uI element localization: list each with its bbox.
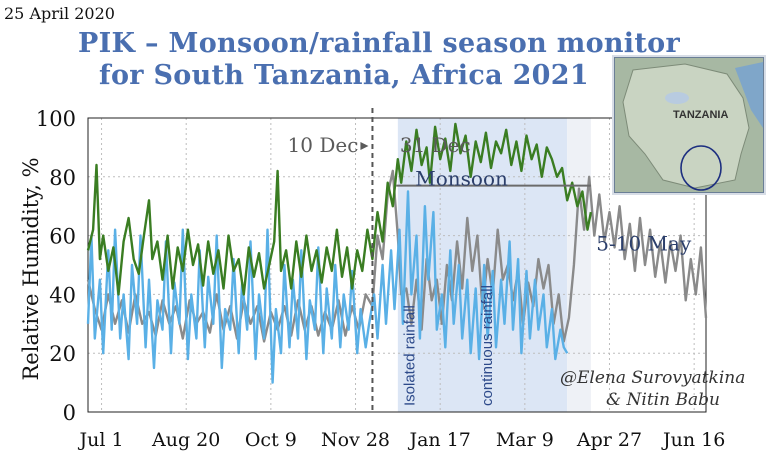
credit-line-1: @Elena Surovyatkina: [560, 368, 746, 388]
y-tick-label: 20: [49, 342, 76, 366]
chart-title-line-2: for South Tanzania, Africa 2021: [99, 60, 589, 91]
y-tick-label: 100: [36, 107, 76, 131]
plot-frame: [87, 117, 707, 413]
annotation-continuous-rainfall: continuous rainfall: [479, 285, 496, 406]
x-tick-label: Apr 27: [576, 429, 642, 451]
x-tick-label: Jul 1: [78, 429, 124, 451]
y-tick-label: 80: [49, 166, 76, 190]
annotation-10-dec: 10 Dec: [288, 133, 359, 157]
y-tick-label: 0: [63, 401, 76, 425]
x-tick-label: Aug 20: [151, 429, 220, 451]
x-tick-label: Mar 9: [496, 429, 554, 451]
ocean-shape: [735, 62, 763, 128]
annotation-5-10-may: 5-10 May: [596, 231, 692, 255]
annotation-31-dec: 31 Dec: [400, 133, 471, 157]
x-tick-label: Jan 17: [407, 429, 470, 451]
y-tick-label: 60: [49, 225, 76, 249]
x-tick-label: Jun 16: [661, 429, 725, 451]
credit-line-2: & Nitin Babu: [606, 390, 720, 410]
annotation-10-dec-arrow: [360, 142, 369, 150]
annotation-monsoon: Monsoon: [415, 167, 508, 191]
y-tick-label: 40: [49, 283, 76, 307]
map-country-label: TANZANIA: [673, 109, 728, 121]
lake-shape: [665, 92, 689, 104]
y-axis-label: Relative Humidity, %: [19, 157, 43, 380]
chart-title-line-1: PIK – Monsoon/rainfall season monitor: [78, 28, 680, 59]
x-tick-label: Nov 28: [321, 429, 390, 451]
tanzania-map: TANZANIA: [615, 58, 763, 192]
series-line-gray: [86, 169, 708, 343]
annotation-isolated-rainfall: Isolated rainfall: [401, 305, 418, 406]
inset-map: TANZANIA: [614, 57, 764, 193]
series-line-green: [86, 122, 593, 296]
south-tanzania-highlight: [680, 145, 722, 191]
date-stamp: 25 April 2020: [4, 4, 115, 23]
x-tick-label: Oct 9: [245, 429, 297, 451]
